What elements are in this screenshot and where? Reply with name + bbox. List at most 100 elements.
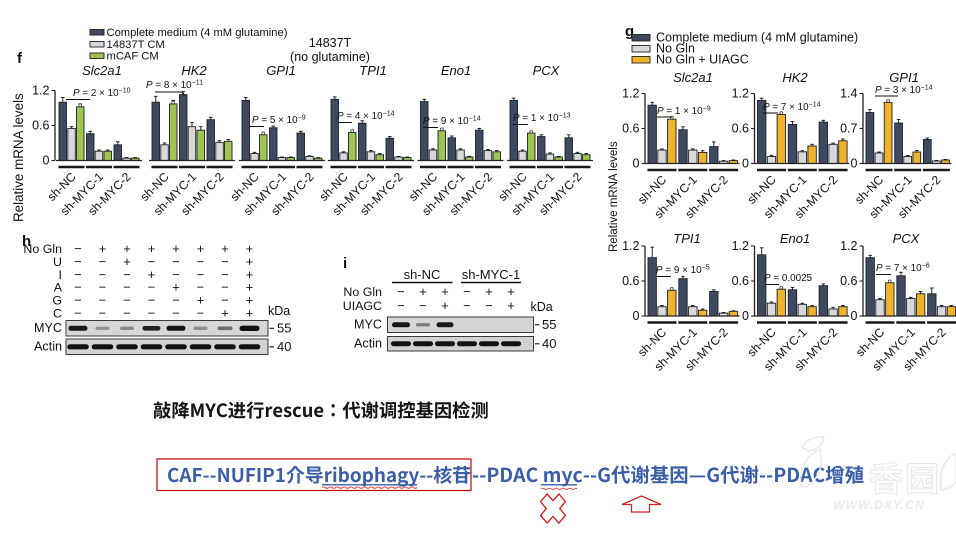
svg-text:+: + (172, 280, 179, 295)
svg-text:1.2: 1.2 (32, 84, 49, 98)
svg-text:HK2: HK2 (782, 70, 808, 85)
svg-text:+: + (123, 241, 130, 256)
svg-text:P = 3 × 10−14: P = 3 × 10−14 (875, 83, 933, 96)
svg-text:0: 0 (633, 157, 640, 171)
svg-text:−: − (99, 254, 106, 269)
svg-text:0.6: 0.6 (622, 274, 639, 288)
svg-text:P = 9 × 10−5: P = 9 × 10−5 (656, 263, 710, 276)
svg-text:(no glutamine): (no glutamine) (290, 50, 370, 64)
svg-text:Actin: Actin (354, 337, 382, 351)
svg-text:Actin: Actin (34, 340, 62, 354)
svg-text:55: 55 (542, 317, 556, 332)
svg-text:+: + (507, 284, 514, 299)
svg-text:−: − (74, 241, 81, 256)
svg-text:P = 1 × 10−13: P = 1 × 10−13 (513, 111, 571, 124)
svg-text:−: − (99, 280, 106, 295)
svg-text:i: i (343, 255, 347, 272)
svg-text:−: − (123, 293, 130, 308)
svg-text:55: 55 (277, 321, 291, 336)
svg-text:MYC: MYC (34, 321, 62, 335)
svg-text:0: 0 (851, 157, 858, 171)
svg-text:−: − (99, 293, 106, 308)
svg-text:1.2: 1.2 (732, 87, 749, 101)
svg-text:0.6: 0.6 (622, 122, 639, 136)
svg-text:0.6: 0.6 (840, 274, 857, 288)
svg-text:No Gln: No Gln (343, 285, 382, 299)
svg-text:−: − (172, 254, 179, 269)
svg-text:−: − (221, 293, 228, 308)
svg-text:sh-MYC-1: sh-MYC-1 (462, 267, 521, 282)
svg-text:−: − (221, 280, 228, 295)
svg-text:G: G (52, 294, 62, 308)
svg-text:P = 5 × 10−9: P = 5 × 10−9 (252, 113, 306, 126)
svg-text:0: 0 (851, 309, 858, 323)
svg-text:−: − (74, 267, 81, 282)
svg-text:MYC: MYC (354, 318, 382, 332)
svg-text:Eno1: Eno1 (780, 231, 810, 246)
svg-text:−: − (123, 306, 130, 321)
svg-text:P = 4 × 10−14: P = 4 × 10−14 (337, 109, 395, 122)
svg-text:P = 7 × 10−6: P = 7 × 10−6 (876, 261, 930, 274)
svg-text:+: + (485, 284, 492, 299)
svg-text:14837T CM: 14837T CM (107, 39, 165, 51)
svg-text:Complete medium (4 mM glutamin: Complete medium (4 mM glutamine) (107, 27, 288, 39)
svg-text:GPI1: GPI1 (889, 70, 919, 85)
svg-text:14837T: 14837T (309, 36, 352, 50)
svg-text:A: A (54, 281, 63, 295)
svg-text:Relative mRNA levels: Relative mRNA levels (608, 141, 620, 252)
svg-text:−: − (397, 298, 404, 313)
svg-text:UIAGC: UIAGC (343, 299, 382, 313)
svg-text:h: h (22, 233, 31, 250)
svg-text:−: − (74, 306, 81, 321)
svg-text:P = 9 × 10−14: P = 9 × 10−14 (423, 114, 481, 127)
svg-text:−: − (148, 280, 155, 295)
svg-text:0.7: 0.7 (840, 122, 857, 136)
svg-text:g: g (625, 23, 634, 40)
svg-text:+: + (123, 254, 130, 269)
svg-text:−: − (99, 306, 106, 321)
svg-text:+: + (419, 284, 426, 299)
svg-text:1.2: 1.2 (622, 239, 639, 253)
svg-text:−: − (197, 280, 204, 295)
svg-text:−: − (99, 267, 106, 282)
svg-text:mCAF CM: mCAF CM (107, 51, 159, 63)
svg-text:−: − (74, 293, 81, 308)
svg-text:P = 1 × 10−9: P = 1 × 10−9 (657, 104, 711, 117)
svg-text:−: − (74, 280, 81, 295)
svg-text:1.4: 1.4 (840, 87, 857, 101)
svg-text:−: − (463, 284, 470, 299)
svg-text:0: 0 (742, 309, 749, 323)
svg-text:0: 0 (633, 309, 640, 323)
svg-text:P = 8 × 10−11: P = 8 × 10−11 (146, 78, 203, 91)
svg-text:HK2: HK2 (181, 63, 207, 78)
svg-text:+: + (197, 293, 204, 308)
svg-text:1.2: 1.2 (732, 239, 749, 253)
svg-text:+: + (246, 254, 253, 269)
svg-text:−: − (123, 267, 130, 282)
svg-text:kDa: kDa (268, 304, 290, 318)
svg-text:0: 0 (742, 157, 749, 171)
svg-text:Eno1: Eno1 (441, 63, 471, 78)
svg-text:GPI1: GPI1 (266, 63, 296, 78)
svg-text:−: − (148, 254, 155, 269)
svg-text:PCX: PCX (893, 231, 921, 246)
svg-text:−: − (148, 306, 155, 321)
svg-text:+: + (507, 298, 514, 313)
svg-text:−: − (172, 293, 179, 308)
svg-text:+: + (441, 284, 448, 299)
svg-text:f: f (17, 50, 23, 67)
svg-text:Complete medium (4 mM glutamin: Complete medium (4 mM glutamine) (656, 31, 858, 45)
svg-text:−: − (197, 254, 204, 269)
svg-text:40: 40 (277, 339, 291, 354)
svg-text:40: 40 (542, 336, 556, 351)
svg-text:−: − (172, 267, 179, 282)
svg-text:TPI1: TPI1 (359, 63, 386, 78)
svg-text:P = 7 × 10−14: P = 7 × 10−14 (763, 100, 821, 113)
svg-text:P = 2 × 10−10: P = 2 × 10−10 (73, 86, 131, 99)
svg-text:−: − (221, 267, 228, 282)
svg-text:−: − (221, 254, 228, 269)
svg-text:+: + (246, 280, 253, 295)
svg-text:−: − (197, 267, 204, 282)
svg-text:kDa: kDa (531, 300, 553, 314)
svg-text:+: + (441, 298, 448, 313)
